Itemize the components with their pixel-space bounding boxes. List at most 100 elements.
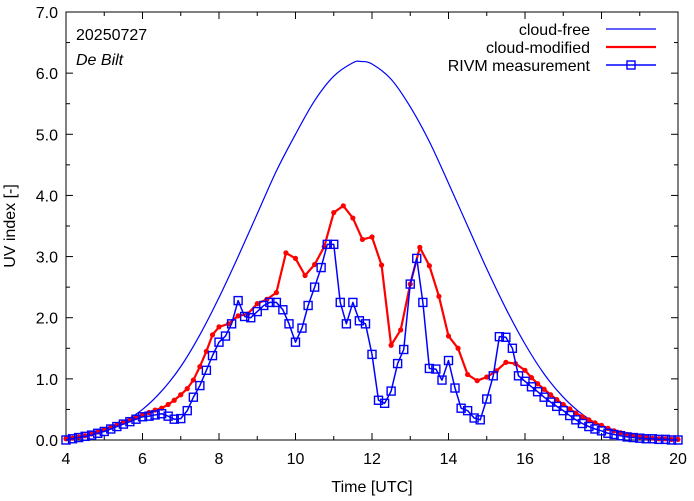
cloud-modified-point	[436, 293, 442, 299]
cloud-modified-point	[312, 261, 318, 268]
rivm-measurement-point	[246, 313, 256, 323]
rivm-measurement-point	[660, 434, 671, 445]
cloud-modified-point	[359, 236, 366, 243]
cloud-modified-point	[465, 371, 471, 378]
date-annotation: 20250727	[76, 27, 147, 44]
rivm-measurement-point	[437, 375, 447, 385]
rivm-measurement-point	[271, 297, 282, 308]
cloud-modified-point	[292, 255, 299, 262]
y-tick-label: 4.0	[36, 188, 58, 205]
cloud-modified-point	[426, 263, 432, 269]
rivm-measurement-point	[156, 409, 167, 419]
rivm-measurement-point	[259, 300, 269, 311]
x-tick-label: 12	[363, 451, 381, 468]
y-tick-label: 5.0	[36, 127, 58, 144]
rivm-measurement-point	[431, 364, 441, 374]
rivm-measurement-point	[233, 295, 243, 306]
y-axis-label: UV index [-]	[2, 184, 19, 268]
cloud-modified-point	[350, 215, 356, 221]
rivm-measurement-point	[412, 253, 422, 264]
rivm-measurement-point	[392, 358, 403, 369]
y-tick-label: 3.0	[36, 250, 58, 267]
cloud-modified-point	[455, 345, 461, 351]
cloud-modified-point	[417, 244, 423, 250]
rivm-measurement-point	[329, 239, 339, 250]
cloud-modified-point	[190, 377, 196, 383]
rivm-measurement-point	[176, 413, 186, 424]
cloud-modified-point	[283, 250, 289, 256]
rivm-measurement-point	[622, 432, 632, 442]
cloud-modified-point	[378, 262, 385, 268]
rivm-measurement-point	[201, 365, 212, 375]
rivm-measurement-point	[609, 429, 619, 440]
rivm-measurement-point	[641, 434, 651, 444]
rivm-measurement-point	[169, 414, 179, 424]
x-tick-label: 20	[669, 451, 687, 468]
cloud-modified-point	[184, 386, 190, 392]
rivm-measurement-point	[558, 405, 568, 416]
rivm-measurement-point	[163, 411, 173, 421]
x-tick-label: 18	[593, 451, 611, 468]
location-annotation: De Bilt	[76, 52, 124, 69]
rivm-measurement-point	[284, 319, 294, 329]
cloud-modified-point	[579, 414, 585, 420]
rivm-measurement-point	[603, 428, 613, 438]
cloud-modified-point	[171, 397, 177, 403]
cloud-modified-point	[340, 203, 346, 209]
rivm-measurement-point	[118, 419, 129, 429]
rivm-measurement-point	[150, 410, 160, 420]
rivm-measurement-point	[360, 319, 371, 329]
x-tick-label: 8	[215, 451, 224, 468]
cloud-modified-point	[178, 392, 184, 398]
x-axis-label: Time [UTC]	[331, 479, 412, 496]
rivm-measurement-point	[265, 297, 275, 308]
cloud-modified-point	[388, 342, 394, 348]
rivm-measurement-point	[666, 435, 677, 445]
rivm-measurement-point	[220, 331, 231, 341]
rivm-measurement-point	[99, 426, 109, 437]
rivm-measurement-point	[501, 332, 511, 342]
rivm-measurement-point	[405, 279, 415, 289]
rivm-measurement-point	[214, 337, 224, 347]
y-tick-label: 1.0	[36, 372, 58, 389]
rivm-measurement-point	[207, 350, 218, 361]
cloud-modified-point	[165, 401, 171, 408]
cloud-modified-point	[209, 332, 216, 338]
rivm-measurement-point	[354, 316, 365, 326]
rivm-measurement-point	[399, 344, 409, 355]
rivm-measurement-point	[577, 418, 588, 429]
rivm-measurement-point	[61, 435, 71, 445]
y-tick-label: 7.0	[36, 5, 58, 22]
rivm-measurement-point	[309, 282, 320, 292]
axes: 4 6 8 10 12 14 16 18 20 0.0 1.0 2.0 3.0 4.0 5.0 6.0 7.0	[36, 5, 687, 468]
x-tick-label: 14	[440, 451, 458, 468]
rivm-measurement-point	[628, 432, 638, 443]
cloud-modified-point	[522, 367, 528, 373]
cloud-modified-point	[567, 406, 573, 412]
cloud-modified-point	[398, 327, 404, 333]
legend-label-rivm-measurement: RIVM measurement	[448, 58, 591, 75]
cloud-modified-point	[503, 359, 509, 365]
rivm-measurement-point	[125, 416, 135, 427]
y-tick-label: 0.0	[36, 433, 58, 450]
cloud-modified-point	[554, 397, 560, 403]
rivm-measurement-point	[584, 421, 594, 432]
rivm-measurement-point	[106, 424, 116, 434]
rivm-measurement-point	[424, 363, 435, 374]
x-tick-label: 4	[62, 451, 71, 468]
rivm-measurement-point	[456, 403, 466, 413]
rivm-measurement-point	[654, 434, 664, 445]
rivm-measurement-point	[278, 305, 288, 315]
cloud-modified-point	[203, 348, 209, 354]
cloud-modified-point	[484, 374, 490, 380]
rivm-measurement-point	[469, 413, 479, 423]
cloud-modified-point	[560, 401, 566, 408]
cloud-modified-point	[235, 313, 241, 319]
x-tick-label: 10	[287, 451, 305, 468]
rivm-measurement-point	[195, 380, 205, 391]
rivm-measurement-point	[494, 331, 505, 342]
rivm-measurement-point	[131, 414, 141, 424]
rivm-measurement-point	[335, 297, 345, 308]
rivm-measurement-point	[112, 421, 122, 432]
